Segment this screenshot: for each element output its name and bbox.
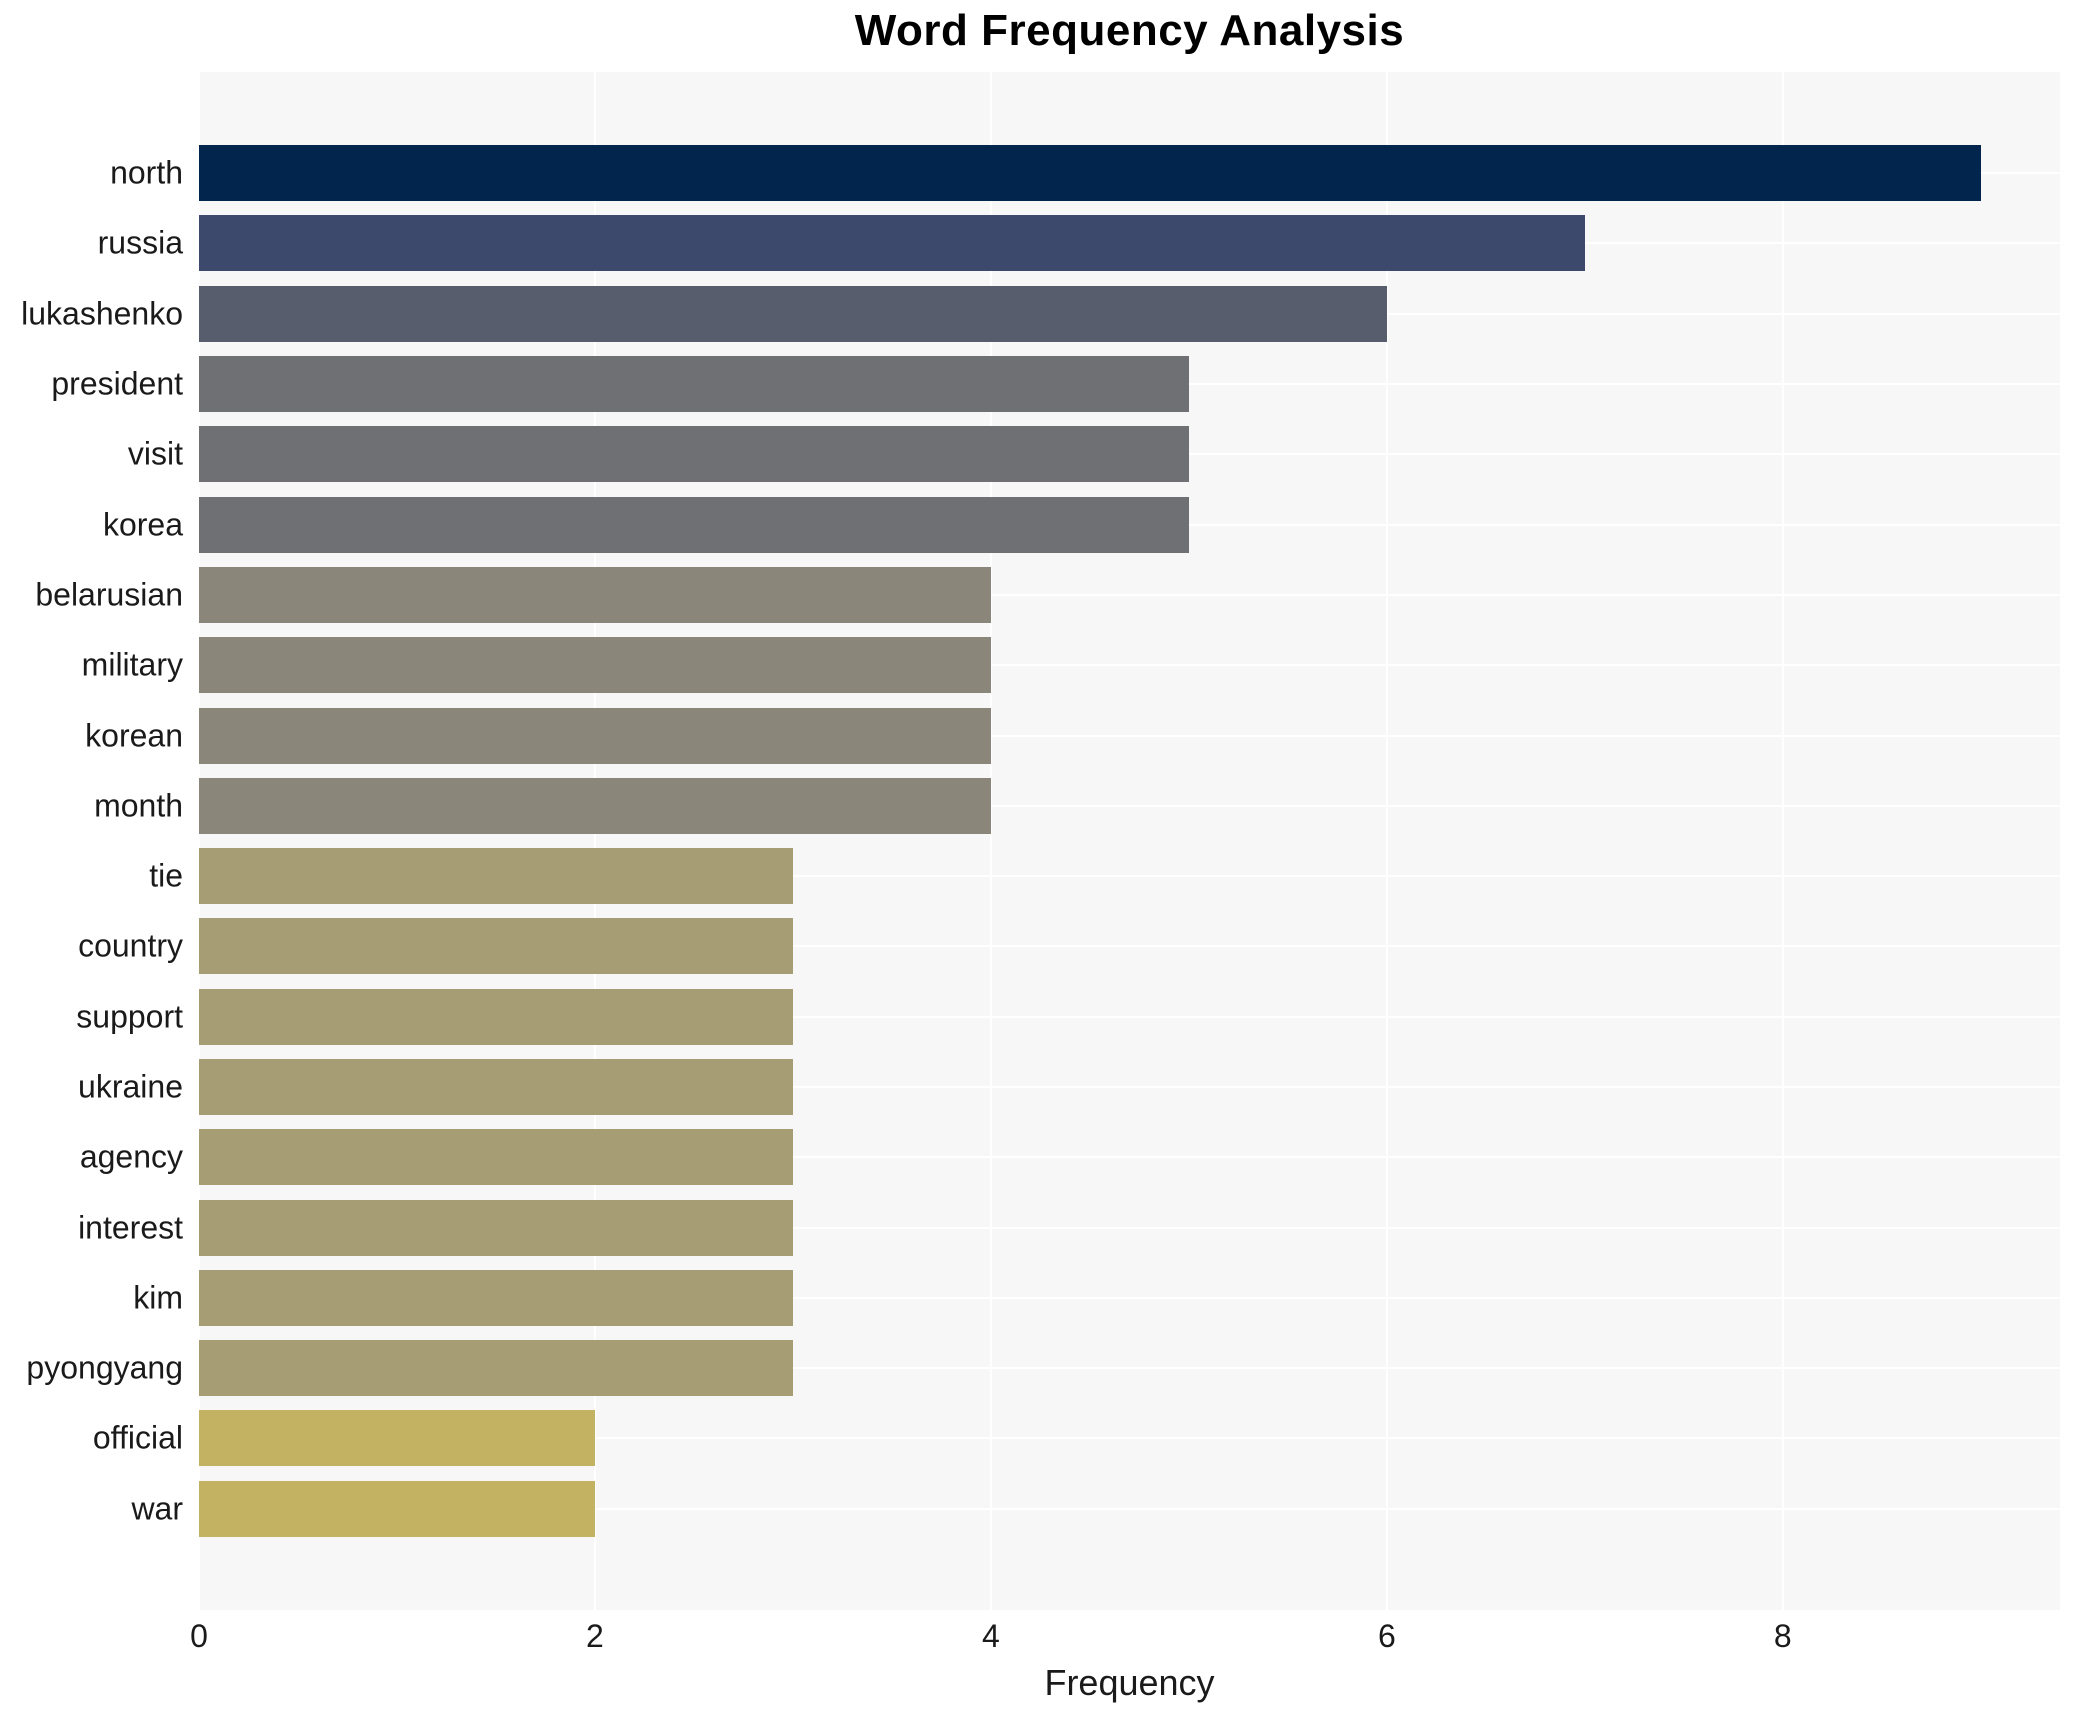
category-label: kim <box>133 1279 183 1316</box>
frequency-bar <box>199 215 1585 272</box>
bar-row: pyongyang <box>26 1333 2060 1403</box>
frequency-bar <box>199 1199 793 1256</box>
h-gridline <box>199 1156 2060 1159</box>
category-label: korean <box>85 717 183 754</box>
frequency-bar <box>199 1340 793 1397</box>
frequency-bar <box>199 1129 793 1186</box>
v-gridline <box>198 72 200 1610</box>
x-tick-label: 6 <box>1377 1618 1396 1654</box>
frequency-bar <box>199 285 1387 342</box>
frequency-bar <box>199 356 1189 413</box>
category-label: pyongyang <box>26 1349 183 1386</box>
bar-row: visit <box>128 419 2060 489</box>
h-gridline <box>199 1437 2060 1440</box>
frequency-bar <box>199 707 991 764</box>
bar-row: lukashenko <box>21 279 2060 349</box>
frequency-bar <box>199 918 793 975</box>
bar-row: ukraine <box>78 1052 2060 1122</box>
category-label: support <box>76 998 183 1035</box>
x-axis-ticks: 0 2 4 6 8 <box>190 1618 2060 1658</box>
h-gridline <box>199 1226 2060 1229</box>
bar-row: agency <box>80 1122 2060 1192</box>
h-gridline <box>199 734 2060 737</box>
category-label: interest <box>78 1209 183 1246</box>
v-gridline <box>1781 72 1784 1610</box>
h-gridline <box>199 1367 2060 1370</box>
category-label: belarusian <box>35 576 183 613</box>
bar-row: war <box>131 1474 2060 1544</box>
h-gridline <box>199 593 2060 596</box>
frequency-bar <box>199 496 1189 553</box>
chart-title: Word Frequency Analysis <box>854 6 1405 55</box>
v-gridline <box>1385 72 1388 1610</box>
x-tick-label: 2 <box>586 1618 604 1654</box>
bar-row: official <box>93 1403 2060 1473</box>
bar-row: korea <box>103 489 2060 559</box>
bar-row: interest <box>78 1192 2060 1262</box>
frequency-bar <box>199 777 991 834</box>
bar-row: belarusian <box>35 560 2060 630</box>
category-label: war <box>131 1490 183 1527</box>
h-gridline <box>199 664 2060 667</box>
h-gridline <box>199 804 2060 807</box>
bar-row: support <box>76 982 2060 1052</box>
frequency-bar <box>199 1269 793 1326</box>
category-label: russia <box>97 224 183 261</box>
h-gridline <box>199 945 2060 948</box>
frequency-bar <box>199 145 1981 202</box>
category-label: country <box>78 927 183 964</box>
h-gridline <box>199 1086 2060 1088</box>
category-label: ukraine <box>78 1068 183 1105</box>
bar-row: kim <box>133 1263 2060 1333</box>
frequency-bar <box>199 1410 595 1467</box>
category-label: month <box>94 787 183 824</box>
x-tick-label: 4 <box>982 1618 1000 1654</box>
frequency-bar <box>199 426 1189 483</box>
x-axis-label: Frequency <box>1044 1662 1215 1703</box>
v-gridline <box>989 72 992 1610</box>
category-label: korea <box>102 506 183 543</box>
bar-row: military <box>82 630 2060 700</box>
h-gridline <box>199 1015 2060 1018</box>
plot-area: north russia lukashenko president visit korea… <box>21 72 2060 1610</box>
category-label: visit <box>127 435 183 472</box>
x-tick-label: 8 <box>1773 1618 1792 1654</box>
x-tick-label: 0 <box>190 1618 208 1654</box>
frequency-bar <box>199 988 793 1045</box>
bar-row: tie <box>149 841 2060 911</box>
bar-row: country <box>78 911 2060 981</box>
category-label: agency <box>79 1138 183 1175</box>
bar-row: north <box>110 138 2060 208</box>
category-label: president <box>51 365 183 402</box>
bar-row: month <box>94 771 2060 841</box>
frequency-bar <box>199 566 991 623</box>
frequency-bar <box>199 1059 793 1115</box>
category-label: official <box>92 1419 183 1456</box>
v-gridline <box>593 72 596 1610</box>
bar-row: president <box>51 349 2060 419</box>
bar-row: russia <box>98 208 2060 278</box>
h-gridline <box>199 1296 2060 1299</box>
h-gridline <box>199 1507 2060 1510</box>
bar-row: korean <box>85 700 2060 770</box>
frequency-bar <box>199 848 793 905</box>
category-label: lukashenko <box>21 295 183 332</box>
category-label: tie <box>149 857 183 894</box>
bar-rows: north russia lukashenko president visit korea… <box>21 72 2060 1610</box>
frequency-bar <box>199 1480 595 1537</box>
h-gridline <box>199 875 2060 878</box>
category-label: military <box>81 646 183 683</box>
category-label: north <box>110 154 183 191</box>
frequency-bar <box>199 637 991 694</box>
